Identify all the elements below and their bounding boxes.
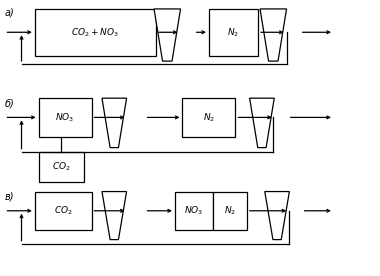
Polygon shape: [154, 9, 180, 61]
Polygon shape: [102, 98, 127, 148]
Text: $N_2$: $N_2$: [224, 205, 236, 217]
Bar: [38, 152, 84, 182]
Text: $NO_3$: $NO_3$: [55, 111, 75, 124]
Bar: [35, 192, 92, 230]
Text: $N_2$: $N_2$: [203, 111, 215, 124]
Text: в): в): [5, 192, 14, 201]
Bar: [35, 9, 156, 56]
Text: $CO_2 + NO_3$: $CO_2 + NO_3$: [71, 26, 119, 39]
Polygon shape: [265, 192, 290, 240]
Bar: [182, 98, 236, 137]
Polygon shape: [260, 9, 287, 61]
Polygon shape: [102, 192, 127, 240]
Text: а): а): [5, 7, 14, 18]
Polygon shape: [250, 98, 274, 148]
Text: $CO_2$: $CO_2$: [54, 205, 73, 217]
Text: $NO_3$: $NO_3$: [184, 205, 203, 217]
Text: $N_2$: $N_2$: [228, 26, 240, 39]
Bar: [175, 192, 213, 230]
Bar: [38, 98, 92, 137]
Text: б): б): [5, 98, 14, 108]
Bar: [209, 9, 258, 56]
Bar: [213, 192, 247, 230]
Text: $CO_2$: $CO_2$: [52, 161, 71, 173]
